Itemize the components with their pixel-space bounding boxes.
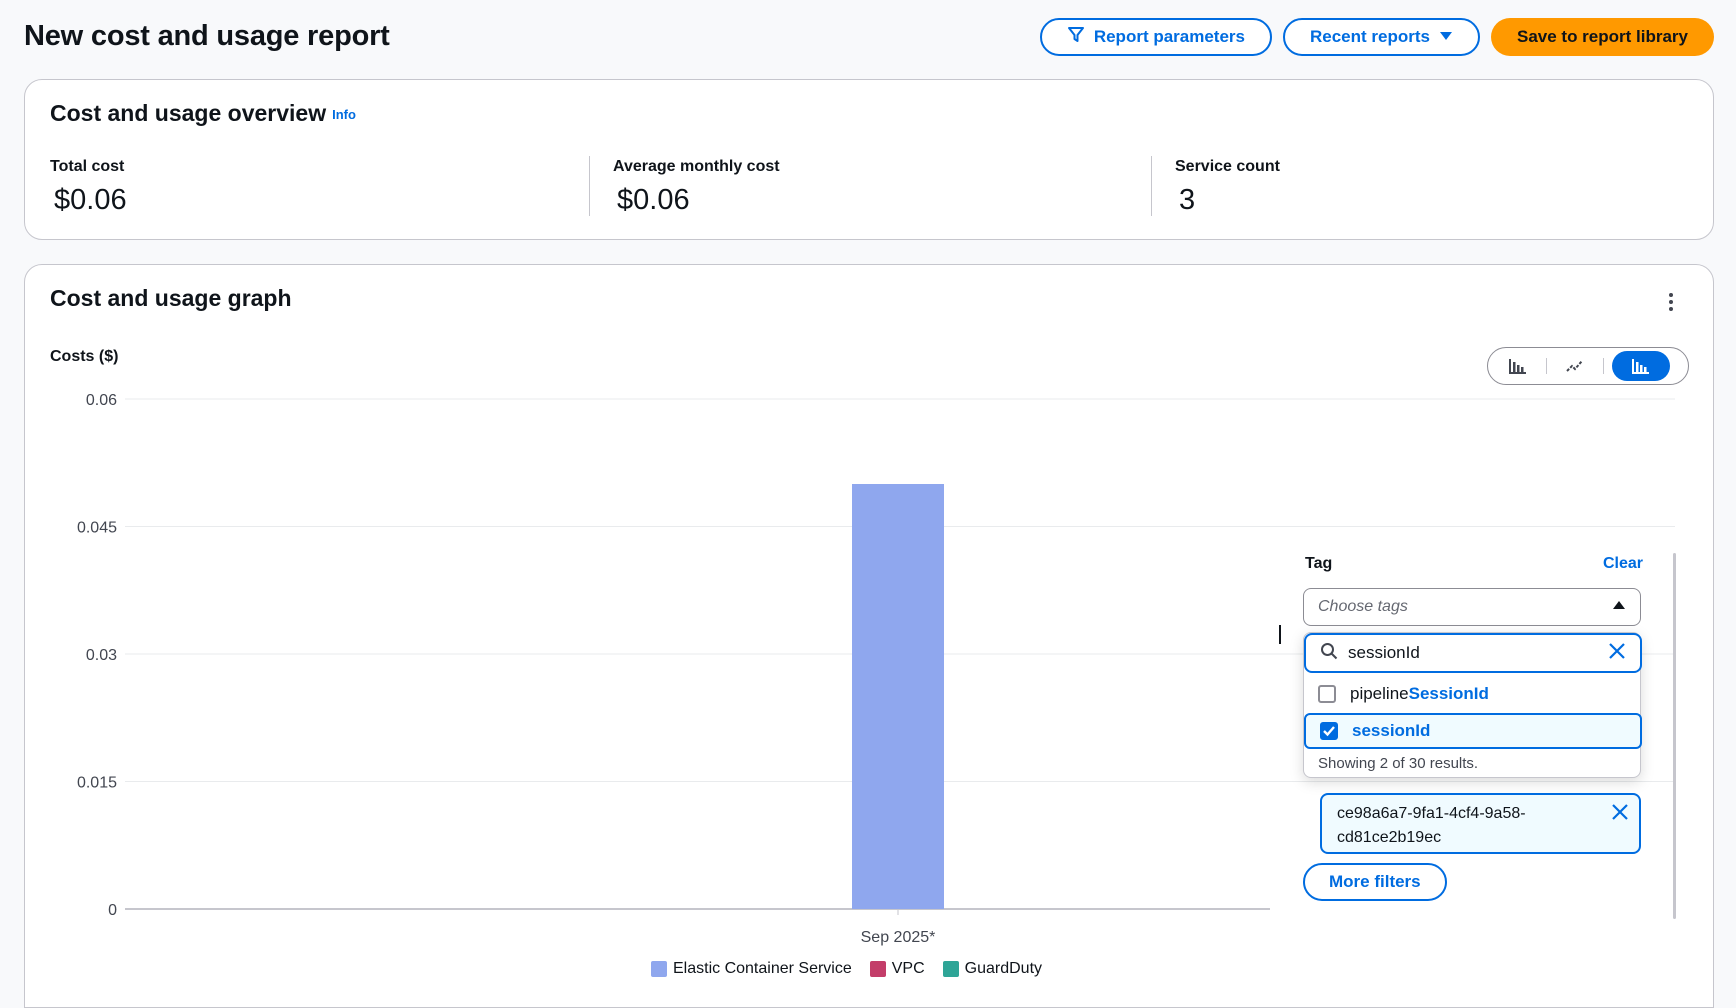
metric-label: Total cost <box>50 158 125 175</box>
stacked-bar-chart-icon[interactable] <box>1612 351 1670 381</box>
graph-title: Cost and usage graph <box>50 285 292 311</box>
checkbox-checked[interactable] <box>1320 722 1338 740</box>
chart-type-toggle <box>1487 347 1689 385</box>
results-count-text: Showing 2 of 30 results. <box>1318 755 1479 772</box>
tag-option-sessionid[interactable]: sessionId <box>1304 713 1642 749</box>
tag-search-box <box>1304 633 1642 673</box>
metric-value: 3 <box>1179 184 1196 216</box>
filter-icon <box>1067 26 1085 49</box>
line-chart-icon[interactable] <box>1547 351 1603 381</box>
clear-link[interactable]: Clear <box>1602 555 1643 572</box>
chart-legend: Elastic Container Service VPC GuardDuty <box>651 960 1042 978</box>
metric-value: $0.06 <box>54 184 127 216</box>
legend-label: VPC <box>891 960 925 977</box>
save-to-report-library-button[interactable]: Save to report library <box>1490 18 1714 56</box>
search-icon <box>1320 642 1338 665</box>
y-tick-label: 0.03 <box>86 647 117 664</box>
legend-swatch <box>869 961 886 977</box>
page-title: New cost and usage report <box>24 20 390 52</box>
token-value-line1: ce98a6a7-9fa1-4cf4-9a58- <box>1337 805 1526 822</box>
legend-item[interactable]: Elastic Container Service <box>651 960 852 978</box>
checkbox[interactable] <box>1318 685 1336 703</box>
cost-usage-graph-card: Cost and usage graph Costs ($) 0.06 0.045… <box>24 264 1714 1008</box>
metric-label: Average monthly cost <box>613 158 780 175</box>
toggle-separator <box>1603 358 1604 374</box>
y-axis-title: Costs ($) <box>50 348 119 365</box>
legend-swatch <box>942 961 959 977</box>
metric-divider <box>1151 156 1152 216</box>
metric-divider <box>589 156 590 216</box>
text-cursor <box>1279 625 1281 644</box>
metric-average-monthly-cost: Average monthly cost $0.06 <box>613 158 780 217</box>
bar-chart-icon[interactable] <box>1490 351 1546 381</box>
y-tick-label: 0.045 <box>77 520 117 537</box>
y-tick-label: 0.015 <box>77 775 117 792</box>
legend-label: Elastic Container Service <box>673 960 852 977</box>
report-parameters-button[interactable]: Report parameters <box>1039 18 1272 56</box>
filter-scrollbar[interactable] <box>1673 553 1676 919</box>
token-value-line2: cd81ce2b19ec <box>1337 829 1442 846</box>
y-tick-label: 0.06 <box>86 392 117 409</box>
metric-service-count: Service count 3 <box>1175 158 1280 217</box>
cost-usage-overview-card: Cost and usage overview Info Total cost $… <box>24 79 1714 240</box>
more-filters-button[interactable]: More filters <box>1303 863 1447 901</box>
caret-up-icon <box>1612 598 1626 616</box>
legend-item[interactable]: VPC <box>869 960 925 978</box>
recent-reports-label: Recent reports <box>1310 27 1430 46</box>
option-prefix: pipeline <box>1350 684 1409 703</box>
remove-token-icon[interactable] <box>1611 803 1629 829</box>
selected-tag-token: ce98a6a7-9fa1-4cf4-9a58- cd81ce2b19ec <box>1320 793 1641 854</box>
y-tick-label: 0 <box>108 902 117 919</box>
overview-title-wrap: Cost and usage overview Info <box>50 100 356 127</box>
tag-label: Tag <box>1305 555 1333 572</box>
tag-option-label: pipelineSessionId <box>1350 684 1489 704</box>
metric-value: $0.06 <box>617 184 690 216</box>
recent-reports-button[interactable]: Recent reports <box>1283 18 1480 56</box>
tag-search-input[interactable] <box>1348 643 1598 663</box>
tag-dropdown: pipelineSessionId sessionId Showing 2 of… <box>1303 632 1642 778</box>
legend-swatch <box>651 961 667 977</box>
tag-option-pipeline-sessionid[interactable]: pipelineSessionId <box>1304 676 1642 712</box>
choose-tags-placeholder: Choose tags <box>1318 598 1408 615</box>
clear-search-icon[interactable] <box>1608 642 1626 665</box>
info-link[interactable]: Info <box>332 107 356 122</box>
tag-option-label: sessionId <box>1352 721 1431 740</box>
x-tick-label: Sep 2025* <box>861 929 936 946</box>
choose-tags-select[interactable]: Choose tags <box>1303 588 1641 626</box>
report-parameters-label: Report parameters <box>1093 27 1245 46</box>
more-actions-icon[interactable] <box>1667 291 1675 313</box>
overview-title: Cost and usage overview <box>50 100 327 126</box>
legend-label: GuardDuty <box>964 960 1043 977</box>
option-match: SessionId <box>1408 684 1489 703</box>
legend-item[interactable]: GuardDuty <box>942 960 1043 978</box>
header-actions: Report parameters Recent reports Save to… <box>1039 18 1714 56</box>
bar-elastic-container-service <box>852 484 944 909</box>
cost-usage-chart: 0.06 0.045 0.03 0.015 0 Sep 2025* <box>77 392 1675 946</box>
toggle-separator <box>1546 358 1547 374</box>
caret-down-icon <box>1439 27 1453 47</box>
metric-total-cost: Total cost $0.06 <box>50 158 127 217</box>
metric-label: Service count <box>1175 158 1280 175</box>
check-icon <box>1323 726 1335 737</box>
